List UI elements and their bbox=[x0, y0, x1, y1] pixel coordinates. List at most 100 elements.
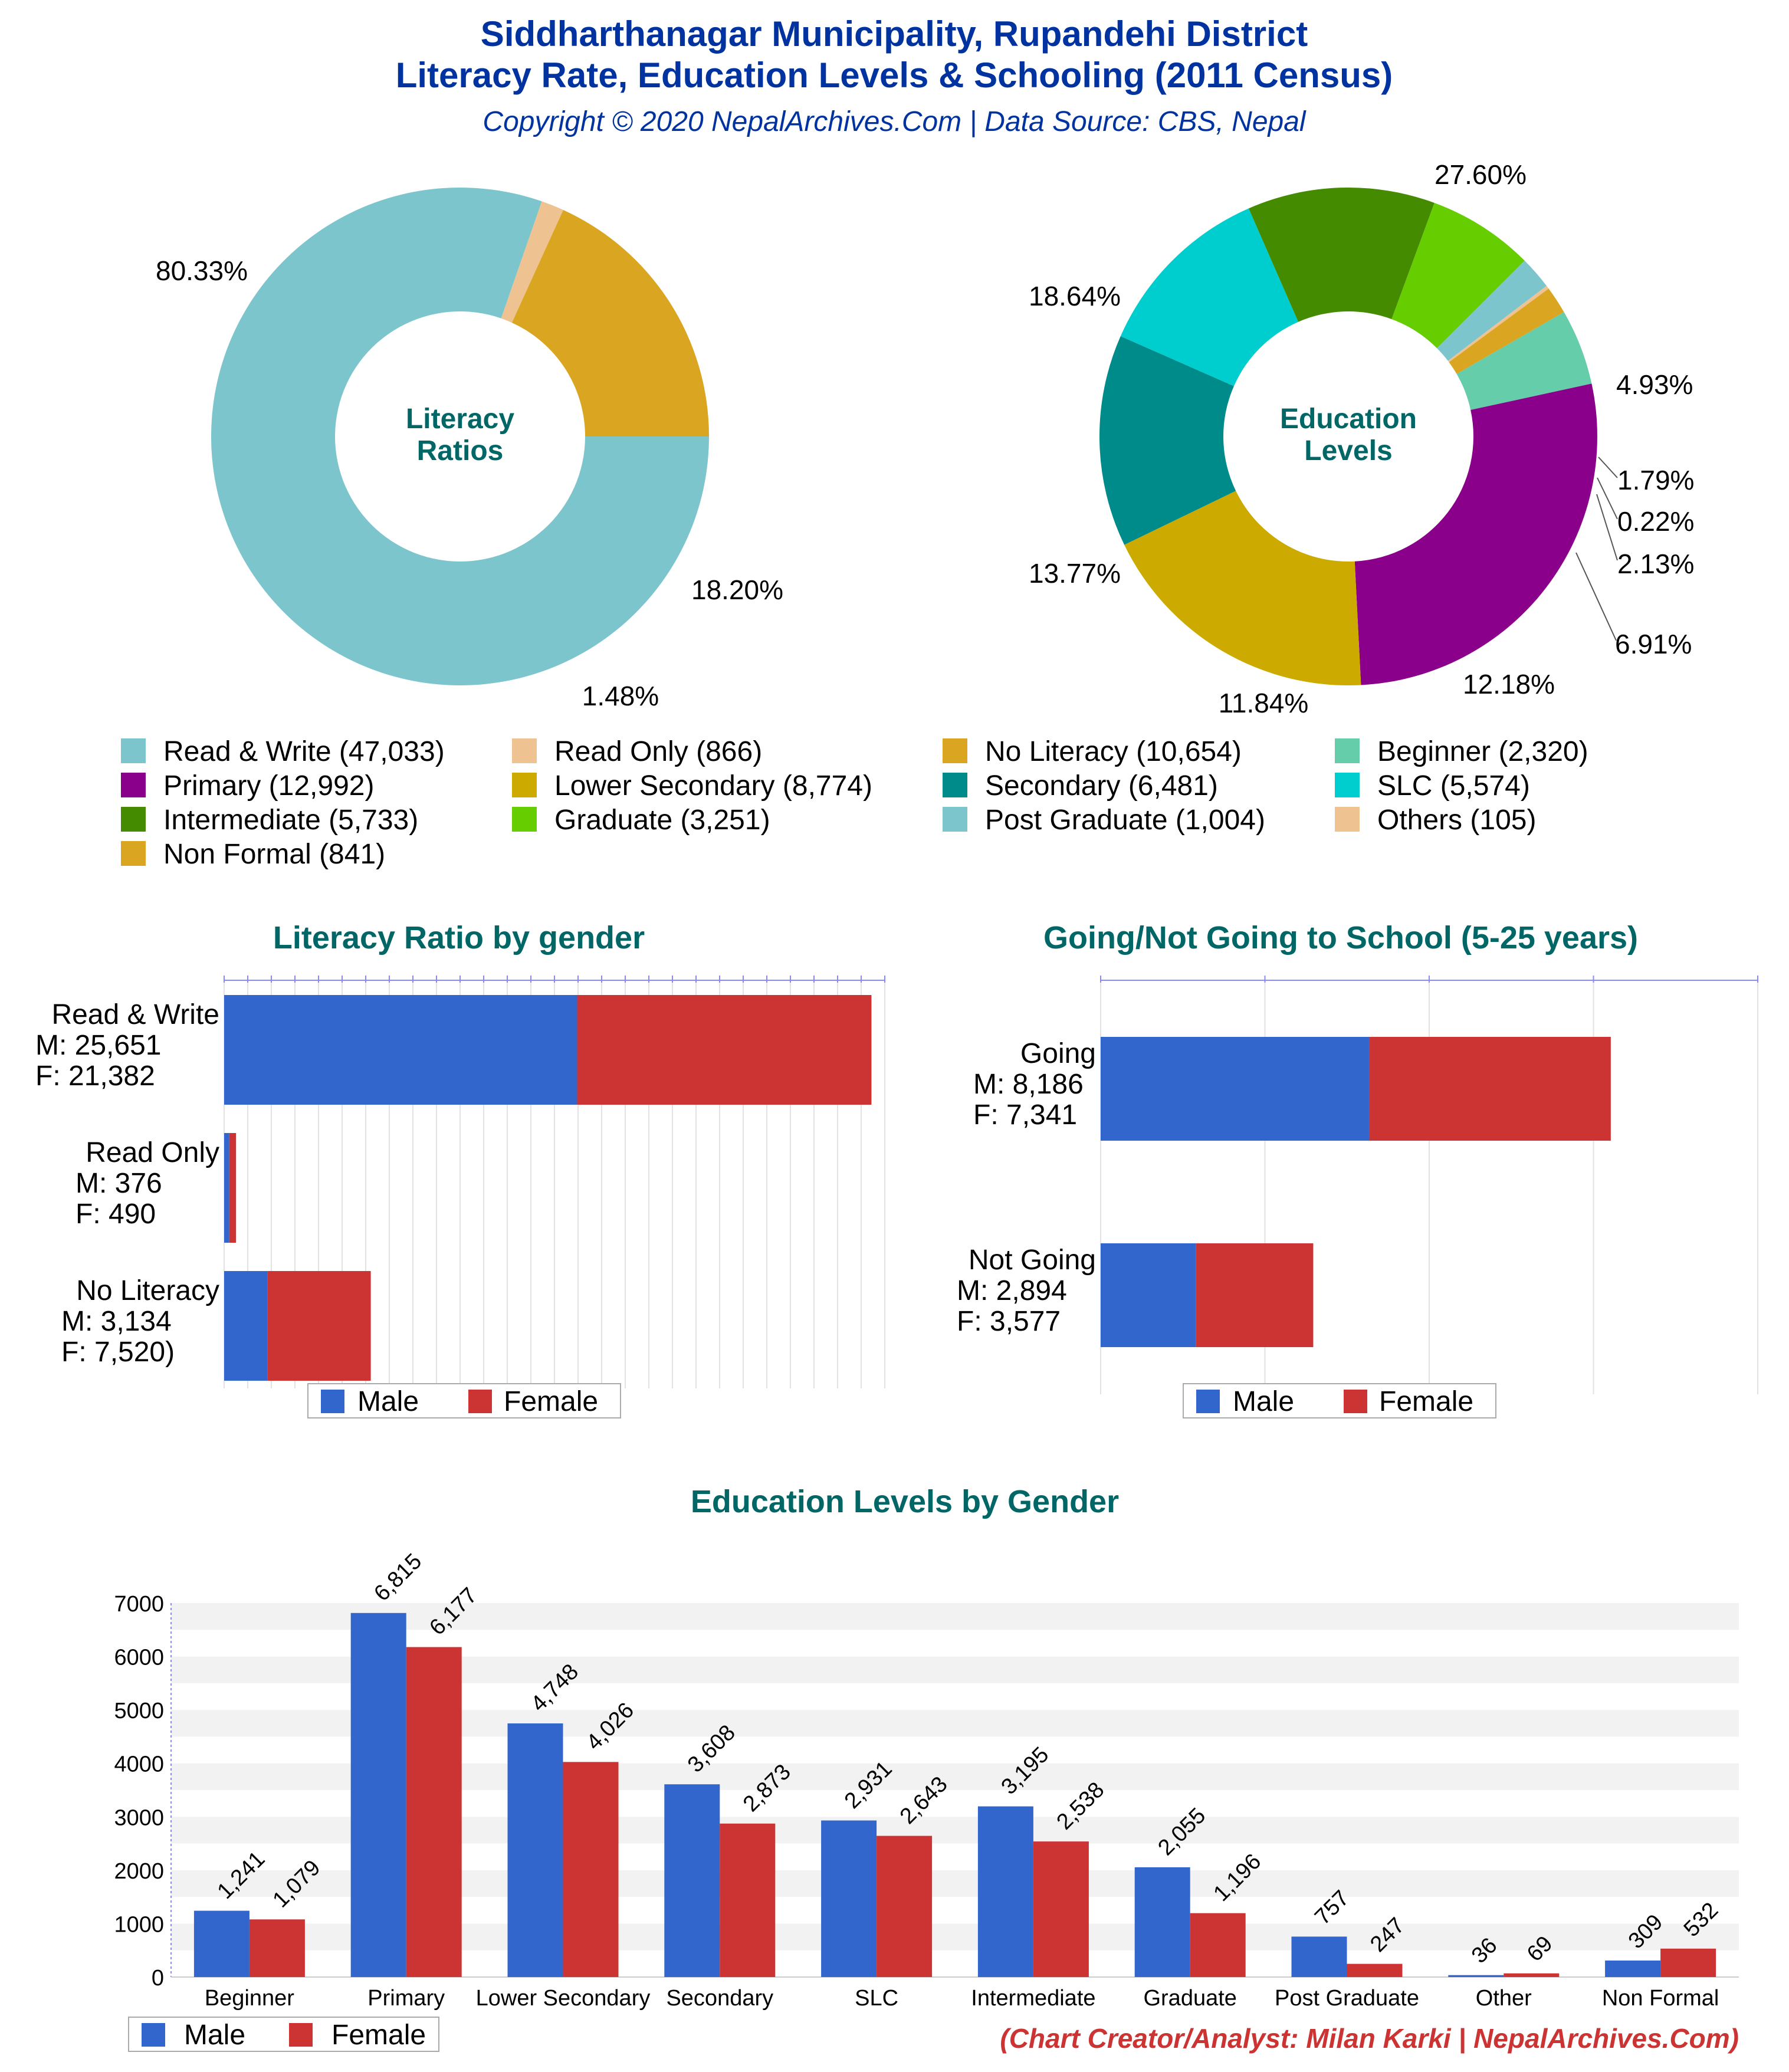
vbar-bar-female-post-graduate bbox=[1347, 1963, 1403, 1977]
legend-swatch-primary-12-992 bbox=[121, 773, 146, 797]
education-gender-title: Education Levels by Gender bbox=[691, 1484, 1119, 1519]
vbar-bar-female-intermediate bbox=[1033, 1841, 1089, 1977]
donut2-slice-primary bbox=[1354, 383, 1597, 685]
vbar-bar-male-intermediate bbox=[977, 1806, 1033, 1977]
legend-label-no-literacy-10-654: No Literacy (10,654) bbox=[985, 736, 1242, 767]
hbar1-legend-male-swatch bbox=[321, 1390, 344, 1413]
legend-label-graduate-3-251: Graduate (3,251) bbox=[554, 804, 770, 836]
hbar1-cat-label-no-literacy-1: M: 3,134 bbox=[61, 1306, 172, 1337]
hbar2-bar-male-not-going bbox=[1101, 1243, 1196, 1347]
legend-label-secondary-6-481: Secondary (6,481) bbox=[985, 770, 1218, 802]
legend-label-others-105: Others (105) bbox=[1377, 804, 1536, 836]
vbar-bar-male-graduate bbox=[1134, 1867, 1190, 1977]
literacy-gender-title: Literacy Ratio by gender bbox=[273, 920, 645, 955]
legend-swatch-read-write-47-033 bbox=[121, 738, 146, 763]
vbar-category-label-slc: SLC bbox=[855, 1986, 898, 2011]
vbar-bar-male-secondary bbox=[664, 1784, 720, 1977]
vbar-bar-male-slc bbox=[821, 1820, 877, 1977]
hbar1-cat-label-read-only-1: M: 376 bbox=[76, 1168, 162, 1199]
donut2-slice-slc bbox=[1120, 208, 1299, 386]
donut2-slice-lower-secondary bbox=[1124, 491, 1361, 685]
donut2-leader-non-formal bbox=[1598, 457, 1618, 478]
legend-swatch-non-formal-841 bbox=[121, 841, 146, 866]
hbar2-cat-label-not-going-1: M: 2,894 bbox=[957, 1275, 1067, 1306]
donut1-slice-read-only bbox=[501, 201, 563, 323]
donut1-center-line2: Ratios bbox=[417, 435, 504, 467]
donut2-slice-intermediate bbox=[1248, 188, 1435, 322]
legend-swatch-secondary-6-481 bbox=[943, 773, 967, 797]
donut2-center-line2: Levels bbox=[1304, 435, 1392, 467]
donut1-pct-read-write: 80.33% bbox=[156, 255, 248, 286]
donut2-pct-beginner: 4.93% bbox=[1616, 369, 1693, 400]
donut2-center-line1: Education bbox=[1280, 403, 1417, 435]
vbar-category-label-lower-secondary: Lower Secondary bbox=[476, 1986, 651, 2011]
legend-label-primary-12-992: Primary (12,992) bbox=[163, 770, 374, 802]
donut2-pct-post-graduate: 2.13% bbox=[1617, 549, 1694, 579]
hbar1-bar-male-read-only bbox=[224, 1133, 229, 1243]
hbar2-legend-box bbox=[1183, 1383, 1496, 1418]
legend-swatch-slc-5-574 bbox=[1335, 773, 1360, 797]
vbar-ytick-label-0: 0 bbox=[152, 1966, 164, 1991]
vbar-category-label-beginner: Beginner bbox=[205, 1986, 294, 2011]
donut2-pct-intermediate: 12.18% bbox=[1463, 669, 1555, 700]
vbar-legend-female-label: Female bbox=[331, 2020, 426, 2051]
vbar-bar-male-other bbox=[1448, 1975, 1504, 1977]
legend-label-non-formal-841: Non Formal (841) bbox=[163, 839, 385, 870]
hbar2-cat-label-going-1: M: 8,186 bbox=[973, 1069, 1084, 1100]
donut1-pct-no-literacy: 18.20% bbox=[691, 574, 783, 605]
hbar2-legend-male-label: Male bbox=[1233, 1386, 1294, 1417]
donut2-slice-secondary bbox=[1099, 336, 1236, 545]
vbar-category-label-primary: Primary bbox=[367, 1986, 445, 2011]
vbar-value-label-male-primary: 6,815 bbox=[369, 1549, 426, 1606]
legend-label-slc-5-574: SLC (5,574) bbox=[1377, 770, 1530, 802]
school-going-title: Going/Not Going to School (5-25 years) bbox=[1043, 920, 1638, 955]
hbar2-legend-male-swatch bbox=[1196, 1390, 1220, 1413]
hbar2-cat-label-not-going-0: Not Going bbox=[969, 1244, 1096, 1276]
hbar2-cat-label-going-0: Going bbox=[1020, 1038, 1096, 1069]
donut2-slice-post-graduate bbox=[1437, 261, 1547, 361]
donut2-slice-beginner bbox=[1456, 312, 1592, 410]
hbar2-bar-male-going bbox=[1101, 1037, 1370, 1141]
legend-label-beginner-2-320: Beginner (2,320) bbox=[1377, 736, 1588, 767]
hbar2-cat-label-not-going-2: F: 3,577 bbox=[957, 1306, 1061, 1337]
hbar1-bar-male-read-write bbox=[224, 995, 577, 1105]
donut2-pct-graduate: 6.91% bbox=[1615, 629, 1692, 659]
vbar-category-label-non-formal: Non Formal bbox=[1602, 1986, 1719, 2011]
hbar1-bar-male-no-literacy bbox=[224, 1271, 268, 1381]
donut2-leader-graduate bbox=[1575, 552, 1617, 641]
hbar1-cat-label-read-only-2: F: 490 bbox=[76, 1198, 156, 1230]
vbar-bar-female-primary bbox=[406, 1647, 462, 1977]
vbar-bar-male-beginner bbox=[193, 1910, 250, 1977]
vbar-ytick-label-4000: 4000 bbox=[114, 1752, 164, 1777]
hbar1-cat-label-no-literacy-2: F: 7,520) bbox=[61, 1337, 175, 1368]
donut1-slice-read-write bbox=[211, 187, 710, 685]
hbar1-bar-female-no-literacy bbox=[267, 1271, 371, 1381]
education-levels-donut: 4.93% 27.60% 18.64% 13.77% 11.84% 12.18% 6.91%… bbox=[1029, 159, 1694, 718]
donut2-leader-others bbox=[1597, 477, 1618, 520]
vbar-category-label-other: Other bbox=[1476, 1986, 1532, 2011]
vbar-bar-female-graduate bbox=[1190, 1913, 1246, 1977]
legend-label-intermediate-5-733: Intermediate (5,733) bbox=[163, 804, 418, 836]
vbar-grid-band bbox=[171, 1603, 1739, 1630]
literacy-ratios-donut: 80.33% 1.48% 18.20% bbox=[156, 187, 783, 711]
vbar-bar-female-lower-secondary bbox=[563, 1762, 619, 1977]
hbar1-legend-box bbox=[307, 1383, 621, 1418]
legend-label-read-only-866: Read Only (866) bbox=[554, 736, 762, 767]
legend-label-post-graduate-1-004: Post Graduate (1,004) bbox=[985, 804, 1265, 836]
hbar1-legend-female-swatch bbox=[468, 1390, 492, 1413]
vbar-bar-male-post-graduate bbox=[1291, 1936, 1347, 1977]
donut2-leader-post-graduate bbox=[1596, 494, 1618, 561]
footer-credit: (Chart Creator/Analyst: Milan Karki | Ne… bbox=[1000, 2023, 1739, 2054]
vbar-bar-male-non-formal bbox=[1605, 1961, 1661, 1977]
vbar-ytick-label-6000: 6000 bbox=[114, 1646, 164, 1670]
donut2-pct-lower-secondary: 18.64% bbox=[1029, 281, 1121, 311]
vbar-bar-male-primary bbox=[350, 1613, 406, 1977]
donut2-slice-others bbox=[1447, 285, 1549, 363]
education-gender-chart: 010002000300040005000600070001,2411,079B… bbox=[114, 1549, 1739, 2052]
vbar-ytick-label-1000: 1000 bbox=[114, 1912, 164, 1937]
vbar-ytick-label-5000: 5000 bbox=[114, 1699, 164, 1723]
vbar-category-label-graduate: Graduate bbox=[1143, 1986, 1236, 2011]
